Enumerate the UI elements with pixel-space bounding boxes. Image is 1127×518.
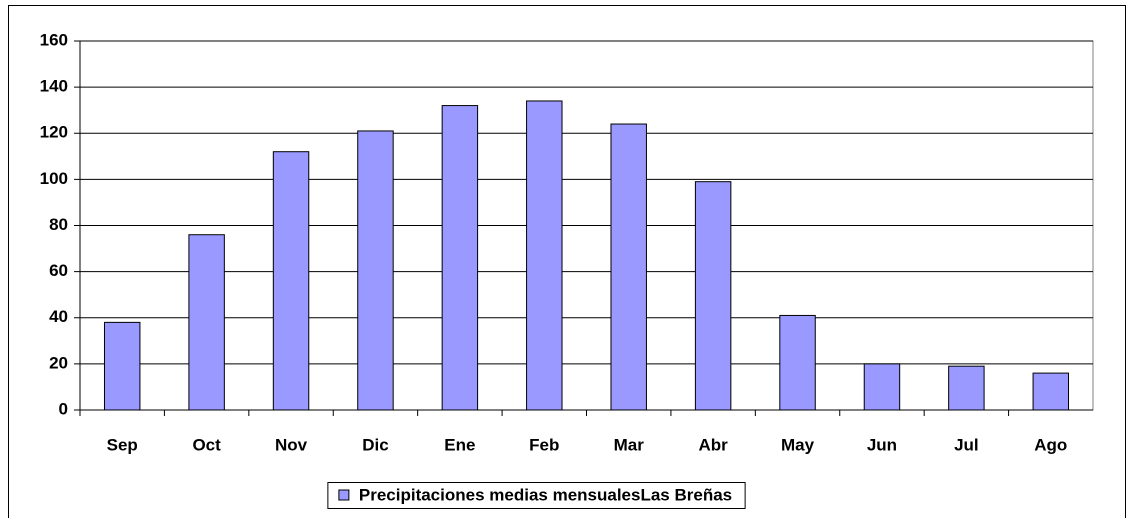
bar xyxy=(526,100,563,411)
y-tick-label: 120 xyxy=(40,123,68,142)
x-tick-label: Mar xyxy=(614,435,645,454)
y-tick-label: 160 xyxy=(40,30,68,49)
x-tick-label: Ene xyxy=(444,435,475,454)
bar xyxy=(441,105,479,411)
bar xyxy=(1032,372,1070,411)
x-tick-label: Jul xyxy=(954,435,979,454)
x-tick-label: Sep xyxy=(107,435,138,454)
bar xyxy=(948,365,985,411)
x-tick-label: Dic xyxy=(362,435,388,454)
bar xyxy=(272,151,310,411)
bar xyxy=(694,181,732,411)
bar xyxy=(863,363,901,411)
y-tick-label: 140 xyxy=(40,77,68,96)
x-tick-label: Oct xyxy=(192,435,221,454)
y-tick-label: 100 xyxy=(40,169,68,188)
x-tick-label: Abr xyxy=(698,435,728,454)
y-tick-label: 20 xyxy=(49,353,68,372)
legend-swatch xyxy=(338,489,350,501)
x-tick-label: Nov xyxy=(275,435,308,454)
y-tick-label: 0 xyxy=(59,399,68,418)
legend-label: Precipitaciones medias mensualesLas Breñ… xyxy=(359,485,732,504)
y-tick-label: 60 xyxy=(49,261,68,280)
x-tick-label: Jun xyxy=(867,435,897,454)
x-tick-label: Feb xyxy=(529,435,559,454)
bar xyxy=(357,130,394,411)
x-tick-label: Ago xyxy=(1034,435,1067,454)
x-tick-label: May xyxy=(781,435,815,454)
y-tick-label: 80 xyxy=(49,215,68,234)
bar xyxy=(103,321,141,411)
bar xyxy=(610,123,647,411)
legend-box xyxy=(327,482,746,509)
y-tick-label: 40 xyxy=(49,307,68,326)
bar xyxy=(779,314,816,411)
bar xyxy=(188,234,225,411)
